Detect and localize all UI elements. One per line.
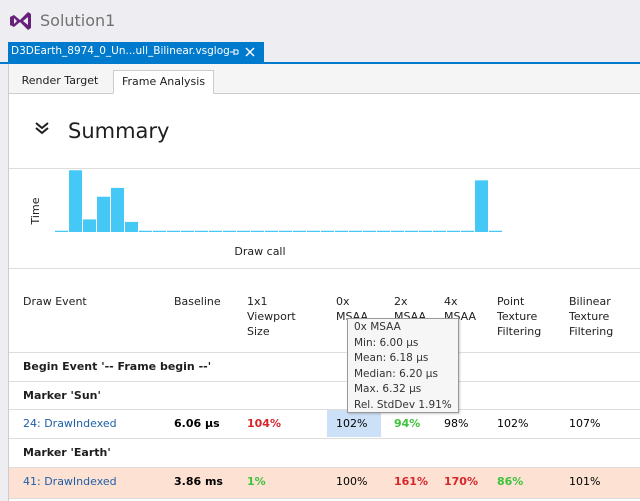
- bar: [111, 187, 124, 232]
- table-cell: 102%: [336, 417, 368, 430]
- vs-icon: [10, 12, 31, 30]
- bar: [475, 180, 488, 232]
- separator: [9, 438, 640, 439]
- summary-chart: Time Draw call: [29, 170, 502, 258]
- bar: [377, 230, 390, 232]
- subtab[interactable]: Frame Analysis: [113, 70, 214, 94]
- summary-title: Summary: [68, 119, 170, 143]
- row-highlight: [9, 468, 640, 498]
- bar: [181, 230, 194, 232]
- bar: [461, 230, 474, 232]
- tooltip: 0x MSAA Min: 6.00 µs Mean: 6.18 µs Median: …: [347, 318, 459, 413]
- tooltip-line: 0x MSAA: [354, 321, 401, 333]
- group-row-label: Marker 'Sun': [23, 389, 101, 402]
- tooltip-line: Median: 6.20 µs: [354, 367, 438, 380]
- tab-underline: [0, 62, 640, 64]
- table-cell: 98%: [444, 417, 469, 430]
- bar: [265, 230, 278, 232]
- table-cell: 161%: [394, 475, 428, 488]
- bar: [69, 170, 82, 232]
- column-header: Baseline: [174, 295, 221, 308]
- bar: [447, 230, 460, 232]
- tooltip-line: Max. 6.32 µs: [354, 383, 422, 395]
- draw-event-link[interactable]: 24: DrawIndexed: [23, 417, 117, 430]
- separator: [9, 467, 640, 468]
- bar: [321, 230, 334, 232]
- bar: [363, 230, 376, 232]
- table-cell: 6.06 µs: [174, 417, 220, 430]
- separator: [9, 168, 640, 169]
- bar: [405, 230, 418, 232]
- column-header: 1x1 Viewport Size: [247, 295, 296, 338]
- collapse-chevron[interactable]: [34, 121, 50, 135]
- bar: [433, 230, 446, 232]
- document-tab[interactable]: D3DEarth_8974_0_Un...ull_Bilinear.vsglog: [8, 42, 264, 62]
- bar: [349, 230, 362, 232]
- bar: [391, 230, 404, 232]
- separator: [9, 352, 640, 353]
- separator: [9, 409, 640, 410]
- tab-title: D3DEarth_8974_0_Un...ull_Bilinear.vsglog: [11, 45, 230, 57]
- bar: [335, 230, 348, 232]
- title-bar: Solution1: [0, 0, 640, 42]
- table-cell: 102%: [497, 417, 529, 430]
- selected-cell: [327, 410, 381, 437]
- content-pane: [8, 64, 640, 501]
- table-cell: 3.86 ms: [174, 475, 223, 488]
- separator: [9, 268, 640, 269]
- bar: [489, 230, 502, 232]
- x-axis-label: Draw call: [234, 245, 285, 258]
- tooltip-line: Rel. StdDev 1.91%: [354, 398, 452, 411]
- column-header: Bilinear Texture Filtering: [569, 295, 614, 338]
- bar: [209, 230, 222, 232]
- bar: [83, 219, 96, 232]
- table-cell: 86%: [497, 475, 524, 488]
- group-row-label: Marker 'Earth': [23, 446, 111, 459]
- bar: [125, 221, 138, 232]
- column-header: Draw Event: [23, 295, 87, 308]
- table-cell: 101%: [569, 475, 601, 488]
- y-axis-label: Time: [29, 197, 42, 225]
- close-icon[interactable]: [245, 47, 255, 57]
- subtab[interactable]: Render Target: [21, 74, 99, 87]
- bar: [195, 230, 208, 232]
- table-cell: 94%: [394, 417, 421, 430]
- table-cell: 107%: [569, 417, 601, 430]
- bar: [293, 230, 306, 232]
- bar: [223, 230, 236, 232]
- bar: [279, 230, 292, 232]
- bar: [55, 230, 68, 232]
- table-cell: 1%: [247, 475, 266, 488]
- bar: [307, 230, 320, 232]
- table-cell: 100%: [336, 475, 368, 488]
- bar: [237, 230, 250, 232]
- bar: [251, 230, 264, 232]
- bar: [139, 230, 152, 232]
- table-cell: 104%: [247, 417, 281, 430]
- pin-icon[interactable]: [228, 46, 240, 58]
- group-row-label: Begin Event '-- Frame begin --': [23, 360, 212, 373]
- bar: [419, 230, 432, 232]
- table-cell: 170%: [444, 475, 478, 488]
- tooltip-line: Min: 6.00 µs: [354, 336, 419, 349]
- separator: [9, 498, 640, 499]
- separator: [9, 381, 640, 382]
- column-header: Point Texture Filtering: [497, 295, 542, 338]
- tooltip-line: Mean: 6.18 µs: [354, 352, 429, 364]
- bar: [97, 196, 110, 232]
- bar: [167, 230, 180, 232]
- draw-event-link[interactable]: 41: DrawIndexed: [23, 475, 117, 488]
- app-title: Solution1: [40, 11, 116, 30]
- bar: [153, 230, 166, 232]
